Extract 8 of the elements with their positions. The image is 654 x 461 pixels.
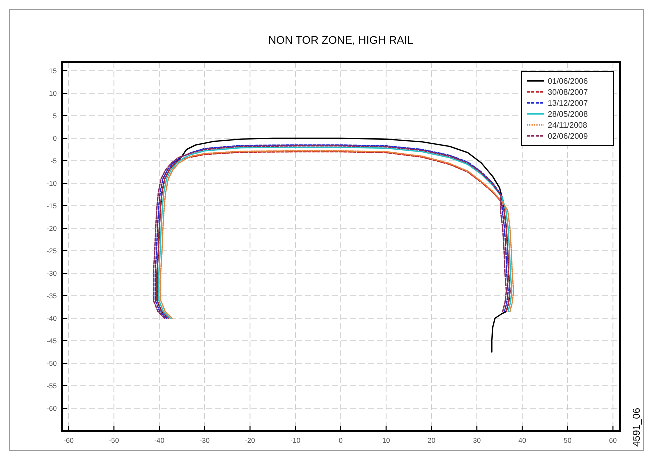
legend-label: 24/11/2008 — [548, 121, 588, 130]
chart-title: NON TOR ZONE, HIGH RAIL — [268, 35, 414, 47]
legend-label: 30/08/2007 — [548, 88, 589, 97]
text: 4591_06 — [632, 408, 643, 447]
legend-label: 02/06/2009 — [548, 132, 589, 141]
legend-label: 13/12/2007 — [548, 99, 589, 108]
legend-label: 01/06/2006 — [548, 77, 589, 86]
legend-label: 28/05/2008 — [548, 110, 589, 119]
